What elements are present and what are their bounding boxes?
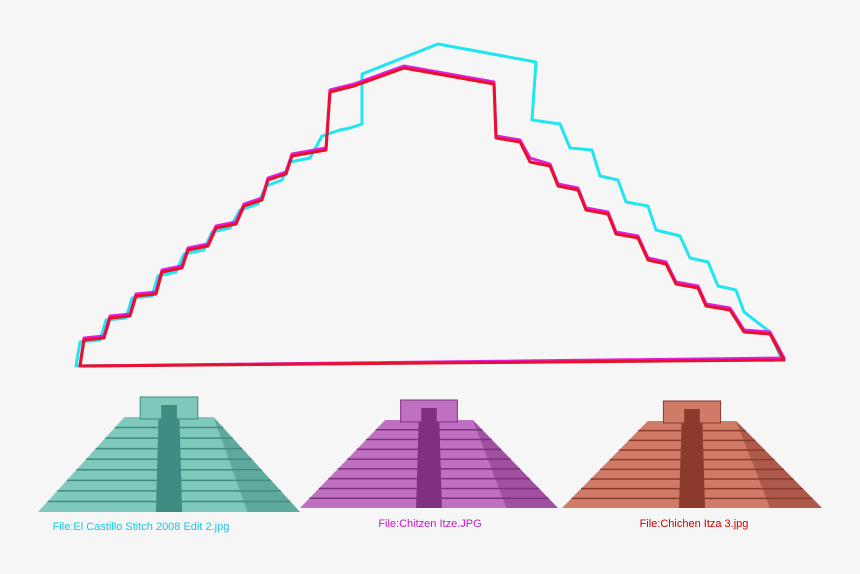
pyramid-part [472, 420, 558, 508]
caption: File:Chitzen Itze.JPG [378, 518, 481, 530]
caption: File:El Castillo Stitch 2008 Edit 2.jpg [53, 521, 230, 533]
pyramid-part [155, 417, 183, 512]
pyramid-part [416, 420, 442, 508]
pyramid-part [161, 405, 177, 419]
pyramid-part [679, 421, 705, 508]
pyramid-part [213, 417, 300, 512]
pyramid-images [38, 396, 822, 512]
pyramid-part [684, 409, 700, 423]
pyramid-part [421, 408, 437, 422]
caption: File:Chichen Itza 3.jpg [640, 518, 749, 530]
red-outline [78, 66, 786, 368]
pyramid-part [736, 421, 822, 508]
